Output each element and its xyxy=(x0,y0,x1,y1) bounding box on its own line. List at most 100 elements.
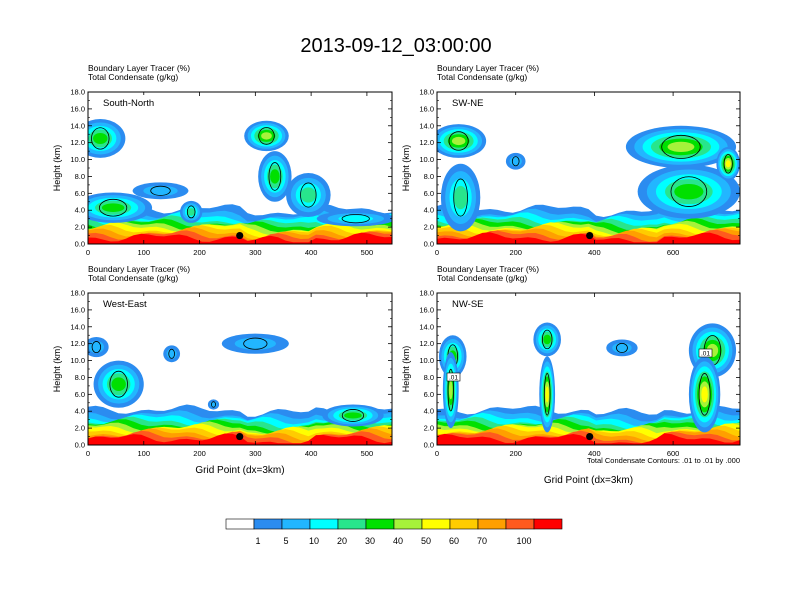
location-marker xyxy=(586,432,594,441)
colorbar-label: 1 xyxy=(255,536,260,546)
condensate-contour xyxy=(541,329,553,350)
colorbar-label: 20 xyxy=(337,536,347,546)
condensate-contour xyxy=(723,154,733,174)
colorbar-cell xyxy=(477,518,507,530)
cloud-shading xyxy=(344,412,362,419)
y-tick-label: 18.0 xyxy=(419,289,434,298)
y-tick-label: 4.0 xyxy=(424,407,434,416)
y-tick-label: 6.0 xyxy=(424,189,434,198)
cloud-shading xyxy=(187,208,196,216)
panel-name-background xyxy=(449,296,523,310)
colorbar-cell xyxy=(225,518,255,530)
contour-label: .01 xyxy=(701,351,710,358)
x-tick-label: 200 xyxy=(193,248,206,257)
colorbar-cell xyxy=(505,518,535,530)
plot-area xyxy=(88,92,392,244)
condensate-contour xyxy=(258,127,275,145)
y-tick-label: 16.0 xyxy=(70,305,85,314)
y-tick-label: 14.0 xyxy=(70,322,85,331)
condensate-contour xyxy=(616,342,628,353)
condensate-contour xyxy=(150,185,171,196)
x-tick-label: 300 xyxy=(249,248,262,257)
panel-header-tracer: Boundary Layer Tracer (%) xyxy=(88,63,190,73)
cloud-shading xyxy=(701,386,708,403)
colorbar-label: 30 xyxy=(365,536,375,546)
y-tick-label: 10.0 xyxy=(70,356,85,365)
colorbar-cell xyxy=(253,518,283,530)
panel-name: South-North xyxy=(103,98,154,109)
x-axis-label: Grid Point (dx=3km) xyxy=(544,475,633,486)
condensate-contour xyxy=(99,198,128,217)
panel-header-tracer: Boundary Layer Tracer (%) xyxy=(88,264,190,274)
y-tick-label: 6.0 xyxy=(75,189,85,198)
x-tick-label: 500 xyxy=(361,449,374,458)
cloud-shading xyxy=(674,183,704,200)
cloud-shading xyxy=(300,187,317,203)
colorbar-label: 40 xyxy=(393,536,403,546)
plot-area xyxy=(437,92,740,244)
y-tick-label: 12.0 xyxy=(70,339,85,348)
x-axis-label: Grid Point (dx=3km) xyxy=(195,465,284,476)
x-tick-label: 400 xyxy=(305,449,318,458)
condensate-contour xyxy=(698,373,711,416)
y-tick-label: 18.0 xyxy=(419,88,434,97)
y-tick-label: 18.0 xyxy=(70,289,85,298)
colorbar-cell xyxy=(393,518,423,530)
location-marker xyxy=(236,432,244,441)
panel-name-background xyxy=(449,95,523,109)
y-tick-label: 14.0 xyxy=(70,121,85,130)
x-tick-label: 0 xyxy=(435,248,439,257)
cloud-shading xyxy=(166,348,177,359)
colorbar-cell xyxy=(309,518,339,530)
y-tick-label: 0.0 xyxy=(424,240,434,249)
y-tick-label: 14.0 xyxy=(419,121,434,130)
cloud-shading xyxy=(111,377,126,392)
condensate-contour xyxy=(268,162,282,191)
colorbar-cell xyxy=(365,518,395,530)
cloud-shading xyxy=(88,340,104,354)
y-tick-label: 0.0 xyxy=(75,441,85,450)
cloud-shading xyxy=(543,334,552,345)
x-tick-label: 400 xyxy=(305,248,318,257)
condensate-contour xyxy=(453,178,468,217)
condensate-contour xyxy=(341,214,370,224)
contour-label-box xyxy=(446,372,461,382)
cloud-shading xyxy=(93,132,108,144)
colorbar-label: 50 xyxy=(421,536,431,546)
location-marker xyxy=(236,231,244,240)
y-tick-label: 10.0 xyxy=(70,155,85,164)
cloud-shading xyxy=(725,160,731,168)
y-axis-label: Height (km) xyxy=(52,346,62,393)
colorbar-cell xyxy=(421,518,451,530)
panel-west-east: Boundary Layer Tracer (%)Total Condensat… xyxy=(52,264,393,476)
panel-name-background xyxy=(100,95,174,109)
cloud-shading xyxy=(612,342,632,354)
x-tick-label: 100 xyxy=(138,449,151,458)
y-tick-label: 2.0 xyxy=(424,424,434,433)
panel-name: West-East xyxy=(103,299,147,310)
cloud-shading xyxy=(545,386,549,403)
y-tick-label: 14.0 xyxy=(419,322,434,331)
panel-header-condensate: Total Condensate (g/kg) xyxy=(88,273,178,283)
y-tick-label: 2.0 xyxy=(75,223,85,232)
y-tick-label: 0.0 xyxy=(75,240,85,249)
cloud-shading xyxy=(234,337,276,350)
y-tick-label: 4.0 xyxy=(75,407,85,416)
panel-nw-se: Boundary Layer Tracer (%)Total Condensat… xyxy=(401,264,741,486)
y-tick-label: 0.0 xyxy=(424,441,434,450)
panel-header-condensate: Total Condensate (g/kg) xyxy=(88,72,178,82)
y-tick-label: 8.0 xyxy=(75,373,85,382)
cloud-shading xyxy=(448,380,453,400)
x-tick-label: 100 xyxy=(138,248,151,257)
panel-header-condensate: Total Condensate (g/kg) xyxy=(437,72,527,82)
x-tick-label: 500 xyxy=(361,248,374,257)
x-tick-label: 600 xyxy=(667,449,680,458)
condensate-contour xyxy=(109,370,128,398)
colorbar-label: 10 xyxy=(309,536,319,546)
y-tick-label: 16.0 xyxy=(419,104,434,113)
contour-label-box xyxy=(698,348,713,358)
panel-header-tracer: Boundary Layer Tracer (%) xyxy=(437,63,539,73)
y-tick-label: 10.0 xyxy=(419,155,434,164)
colorbar-label: 5 xyxy=(283,536,288,546)
